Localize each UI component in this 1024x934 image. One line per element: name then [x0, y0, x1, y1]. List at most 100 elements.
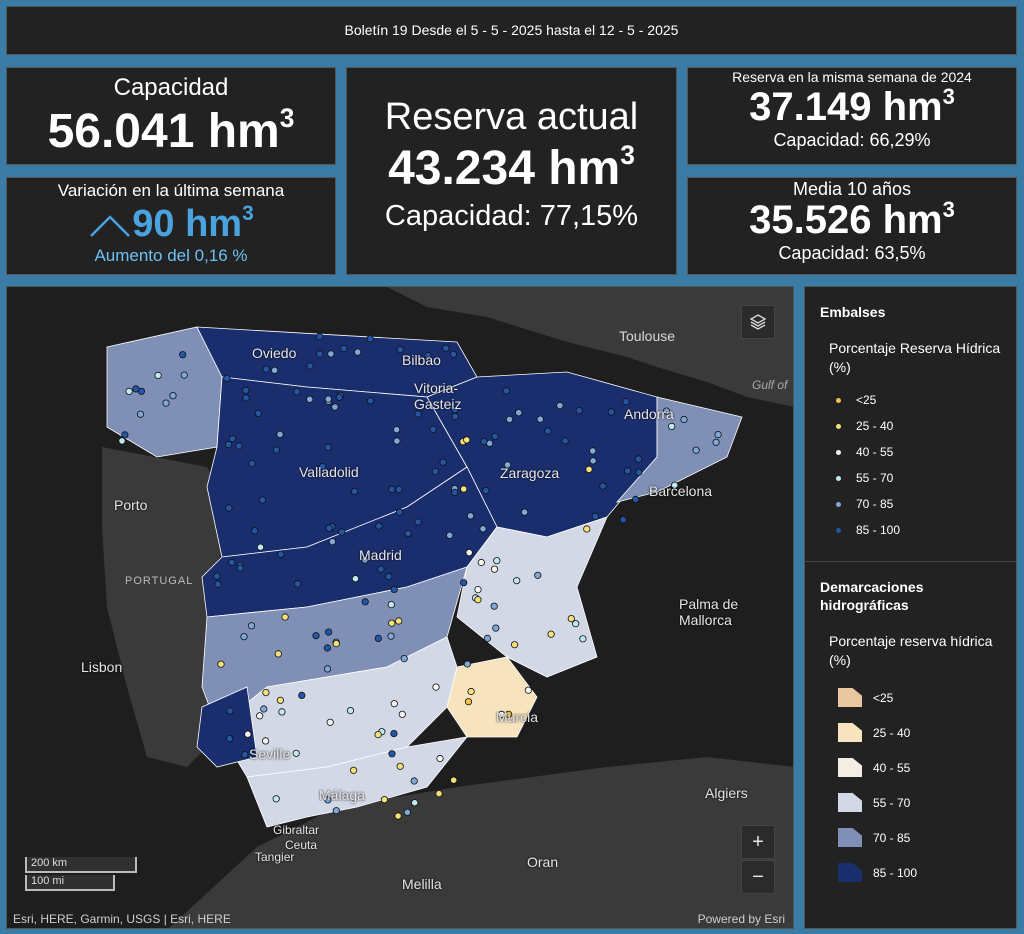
reservoir-point[interactable]: [179, 351, 187, 359]
reservoir-point[interactable]: [395, 508, 404, 516]
reservoir-point[interactable]: [292, 749, 300, 757]
reservoir-point[interactable]: [396, 762, 404, 770]
reservoir-point[interactable]: [213, 572, 221, 580]
reservoir-point[interactable]: [324, 443, 332, 451]
reservoir-point[interactable]: [460, 485, 468, 493]
reservoir-point[interactable]: [361, 556, 369, 564]
map-canvas[interactable]: [7, 287, 794, 929]
reservoir-point[interactable]: [395, 485, 403, 493]
reservoir-point[interactable]: [474, 596, 482, 604]
reservoir-point[interactable]: [607, 408, 615, 416]
reservoir-point[interactable]: [121, 431, 129, 439]
reservoir-point[interactable]: [374, 634, 382, 642]
reservoir-point[interactable]: [247, 622, 256, 630]
reservoir-point[interactable]: [235, 442, 243, 450]
reservoir-point[interactable]: [502, 387, 510, 395]
reservoir-point[interactable]: [374, 730, 382, 739]
reservoir-point[interactable]: [260, 705, 268, 713]
reservoir-point[interactable]: [315, 332, 324, 341]
reservoir-point[interactable]: [390, 585, 398, 593]
reservoir-point[interactable]: [325, 524, 333, 532]
reservoir-point[interactable]: [214, 580, 222, 588]
reservoir-point[interactable]: [276, 430, 284, 438]
reservoir-point[interactable]: [474, 585, 482, 594]
reservoir-point[interactable]: [340, 344, 348, 353]
reservoir-point[interactable]: [591, 512, 599, 520]
reservoir-point[interactable]: [524, 686, 533, 694]
reservoir-point[interactable]: [254, 409, 262, 417]
reservoir-point[interactable]: [306, 362, 314, 370]
reservoir-point[interactable]: [316, 350, 324, 358]
reservoir-point[interactable]: [431, 467, 439, 476]
reservoir-point[interactable]: [567, 614, 575, 623]
reservoir-point[interactable]: [561, 437, 569, 445]
reservoir-point[interactable]: [258, 496, 267, 504]
reservoir-point[interactable]: [671, 481, 679, 489]
reservoir-point[interactable]: [136, 410, 145, 418]
reservoir-point[interactable]: [536, 415, 544, 423]
reservoir-point[interactable]: [572, 620, 580, 628]
reservoir-point[interactable]: [387, 600, 395, 609]
reservoir-point[interactable]: [492, 624, 500, 632]
reservoir-point[interactable]: [248, 459, 256, 468]
reservoir-point[interactable]: [274, 650, 282, 658]
reservoir-point[interactable]: [338, 528, 346, 536]
reservoir-point[interactable]: [278, 708, 286, 716]
reservoir-point[interactable]: [404, 529, 412, 537]
reservoir-point[interactable]: [396, 345, 404, 354]
reservoir-point[interactable]: [411, 799, 419, 807]
reservoir-point[interactable]: [125, 387, 133, 396]
reservoir-point[interactable]: [180, 371, 188, 379]
reservoir-point[interactable]: [414, 410, 422, 418]
reservoir-point[interactable]: [326, 718, 334, 726]
reservoir-point[interactable]: [520, 508, 529, 516]
reservoir-point[interactable]: [324, 395, 332, 403]
reservoir-point[interactable]: [332, 639, 340, 648]
reservoir-point[interactable]: [225, 504, 233, 512]
reservoir-point[interactable]: [450, 776, 458, 784]
reservoir-point[interactable]: [622, 398, 630, 406]
reservoir-point[interactable]: [324, 628, 333, 636]
reservoir-point[interactable]: [490, 565, 499, 573]
reservoir-point[interactable]: [380, 796, 388, 804]
reservoir-point[interactable]: [228, 558, 236, 566]
reservoir-point[interactable]: [662, 407, 671, 415]
reservoir-point[interactable]: [390, 700, 398, 708]
reservoir-point[interactable]: [242, 386, 250, 395]
reservoir-point[interactable]: [668, 422, 676, 430]
reservoir-point[interactable]: [464, 698, 473, 706]
reservoir-point[interactable]: [324, 796, 332, 804]
reservoir-point[interactable]: [226, 734, 234, 743]
reservoir-point[interactable]: [223, 374, 231, 382]
reservoir-point[interactable]: [436, 754, 444, 763]
reservoir-point[interactable]: [714, 431, 722, 439]
reservoir-point[interactable]: [556, 401, 564, 410]
reservoir-point[interactable]: [350, 487, 359, 495]
reservoir-point[interactable]: [388, 619, 396, 627]
reservoir-point[interactable]: [429, 425, 437, 433]
reservoir-point[interactable]: [270, 366, 279, 374]
map-view[interactable]: Toulouse Gulf of Oviedo Bilbao Vitoria- G…: [6, 286, 794, 929]
reservoir-point[interactable]: [236, 564, 244, 572]
reservoir-point[interactable]: [515, 409, 523, 417]
reservoir-point[interactable]: [323, 665, 332, 673]
reservoir-point[interactable]: [225, 441, 233, 449]
reservoir-point[interactable]: [323, 644, 331, 652]
reservoir-point[interactable]: [328, 538, 336, 546]
reservoir-point[interactable]: [335, 393, 343, 401]
reservoir-point[interactable]: [493, 557, 501, 565]
reservoir-point[interactable]: [465, 548, 473, 557]
reservoir-point[interactable]: [154, 371, 162, 380]
reservoir-point[interactable]: [262, 737, 270, 745]
reservoir-point[interactable]: [346, 706, 355, 715]
reservoir-point[interactable]: [503, 461, 512, 469]
reservoir-point[interactable]: [490, 602, 498, 610]
reservoir-point[interactable]: [281, 613, 289, 621]
reservoir-point[interactable]: [692, 446, 700, 454]
reservoir-point[interactable]: [439, 458, 447, 466]
reservoir-point[interactable]: [318, 463, 327, 471]
reservoir-point[interactable]: [388, 750, 396, 758]
reservoir-point[interactable]: [366, 335, 374, 343]
reservoir-point[interactable]: [451, 488, 459, 496]
reservoir-point[interactable]: [619, 516, 627, 524]
